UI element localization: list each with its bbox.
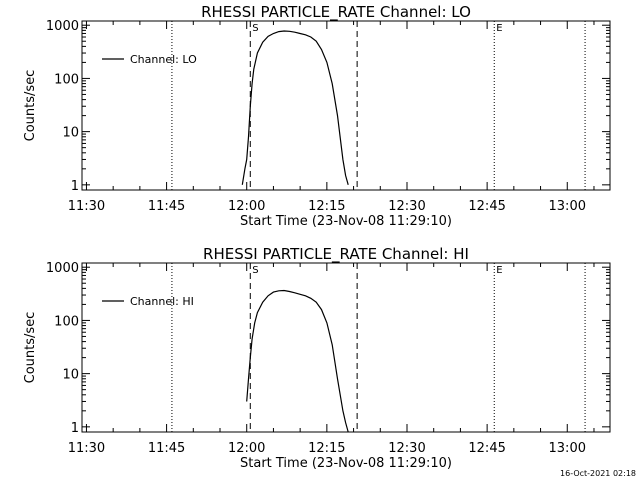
legend-label: Channel: LO: [130, 53, 197, 66]
y-tick-label: 10: [62, 126, 79, 141]
x-tick-label: 12:45: [468, 199, 505, 214]
marker-label: S: [252, 23, 258, 34]
y-tick-label: 1000: [46, 19, 79, 34]
timestamp: 16-Oct-2021 02:18: [560, 469, 636, 478]
x-tick-label: 12:30: [388, 441, 425, 456]
x-tick-label: 11:45: [148, 441, 185, 456]
y-tick-label: 1: [71, 421, 79, 436]
marker-label: E: [496, 265, 502, 276]
y-tick-label: 1000: [46, 261, 79, 276]
y-tick-label: 1: [71, 179, 79, 194]
marker-label: E: [496, 23, 502, 34]
y-tick-label: 100: [54, 314, 79, 329]
series-line: [246, 289, 349, 433]
y-tick-label: 100: [54, 72, 79, 87]
x-tick-label: 13:00: [549, 199, 586, 214]
chart-panel-1: RHESSI PARTICLE_RATE Channel: LO 11:30 11:…: [23, 3, 611, 229]
marker-label: S: [252, 265, 258, 276]
x-tick-label: 11:30: [68, 441, 105, 456]
series-line: [241, 30, 349, 185]
x-tick-label: 13:00: [549, 441, 586, 456]
chart-panel-2: RHESSI PARTICLE_RATE Channel: HI 11:30 11:…: [23, 245, 611, 471]
x-tick-label: 12:15: [308, 441, 345, 456]
x-tick-label: 12:30: [388, 199, 425, 214]
plot-frame: [81, 262, 611, 433]
chart-title: RHESSI PARTICLE_RATE Channel: LO: [201, 3, 471, 22]
chart-title: RHESSI PARTICLE_RATE Channel: HI: [203, 245, 469, 264]
y-axis-label: Counts/sec: [23, 312, 38, 384]
x-tick-label: 12:00: [228, 441, 265, 456]
legend-label: Channel: HI: [130, 295, 194, 308]
y-tick-label: 10: [62, 368, 79, 383]
x-tick-label: 12:15: [308, 199, 345, 214]
x-tick-label: 11:45: [148, 199, 185, 214]
x-tick-label: 12:45: [468, 441, 505, 456]
panels: RHESSI PARTICLE_RATE Channel: LO 11:30 11:…: [23, 3, 611, 471]
y-axis-label: Counts/sec: [23, 70, 38, 142]
x-axis-label: Start Time (23-Nov-08 11:29:10): [240, 214, 452, 229]
plot-frame: [81, 20, 611, 191]
x-tick-label: 12:00: [228, 199, 265, 214]
x-tick-label: 11:30: [68, 199, 105, 214]
x-axis-label: Start Time (23-Nov-08 11:29:10): [240, 456, 452, 471]
